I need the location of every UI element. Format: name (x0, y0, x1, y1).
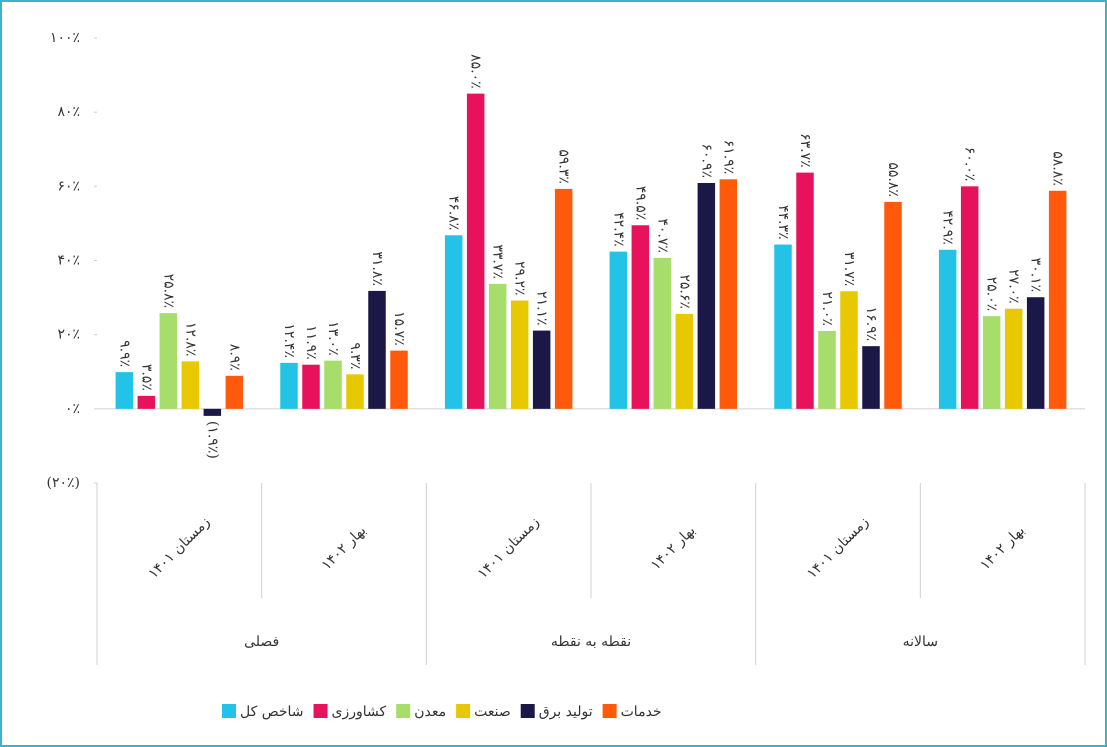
bar (554, 188, 573, 409)
bar (181, 361, 200, 409)
legend-swatch (396, 704, 411, 718)
legend-swatch (602, 704, 617, 718)
data-label: ۱۳.۰٪ (325, 321, 341, 356)
legend-swatch (520, 704, 535, 718)
data-label: ۱۲.۸٪ (182, 322, 198, 357)
data-label: ۴۶.۸٪ (446, 196, 462, 231)
y-tick-label: ۴۰٪ (57, 253, 80, 269)
data-label: ۶۰.۹٪ (698, 143, 714, 178)
data-label: ۴۴.۳٪ (775, 205, 791, 240)
bar (774, 244, 792, 409)
y-tick-label: (۲۰٪) (47, 475, 80, 491)
legend-label: معدن (414, 704, 446, 720)
bar (324, 360, 342, 409)
data-label: ۶۱.۹٪ (720, 140, 736, 175)
data-label: ۲۵.۶٪ (676, 274, 692, 309)
data-label: ۶۳.۷٪ (797, 133, 813, 168)
bar (346, 374, 364, 409)
data-label: (۱.۹٪) (204, 421, 220, 459)
bar (862, 346, 880, 409)
group-label: سالانه (903, 634, 938, 650)
data-label: ۲۵.۸٪ (160, 274, 176, 309)
bar (840, 291, 858, 409)
bar (532, 330, 551, 409)
bar (609, 251, 628, 409)
bar (631, 225, 650, 409)
legend-label: صنعت (474, 704, 511, 720)
bar (444, 235, 463, 409)
data-label: ۳۱.۷٪ (841, 252, 857, 287)
bar (719, 179, 738, 409)
bar (488, 283, 507, 409)
legend-swatch (456, 704, 471, 718)
data-label: ۱۵.۷٪ (391, 311, 407, 346)
legend-label: شاخص کل (240, 704, 304, 720)
data-label: ۱۱.۹٪ (303, 325, 319, 360)
data-label: ۲۹.۲٪ (512, 261, 528, 296)
data-label: ۲۵.۰٪ (984, 277, 1000, 312)
bar (982, 316, 1001, 409)
y-tick-label: ۰٪ (65, 401, 80, 417)
bar (137, 395, 156, 409)
data-label: ۴۲.۹٪ (940, 210, 956, 245)
bar (796, 172, 814, 409)
data-label: ۲۱.۱٪ (534, 291, 550, 326)
bar (302, 364, 320, 409)
legend-label: کشاورزی (332, 704, 387, 720)
bar (159, 313, 178, 409)
data-label: ۳۳.۷٪ (490, 244, 506, 279)
bar (1048, 190, 1067, 409)
data-label: ۵۹.۳٪ (556, 149, 572, 184)
legend-label: تولید برق (539, 704, 593, 720)
bar (203, 408, 222, 416)
data-label: ۲۷.۰٪ (1006, 269, 1022, 304)
data-label: ۹.۹٪ (116, 340, 132, 367)
data-label: ۸۵.۰٪ (468, 54, 484, 89)
bar (115, 372, 134, 409)
bar (280, 362, 298, 409)
bar (368, 290, 386, 409)
data-label: ۹.۳٪ (347, 342, 363, 369)
y-tick-label: ۶۰٪ (57, 178, 80, 194)
legend-swatch (313, 704, 328, 718)
bar (653, 257, 672, 409)
group-label: نقطه به نقطه (551, 634, 631, 650)
data-label: ۸.۹٪ (226, 344, 242, 371)
group-label: فصلی (244, 634, 279, 650)
bar (225, 375, 244, 409)
data-label: ۱۲.۴٪ (281, 323, 297, 358)
data-label: ۵۸.۸٪ (1050, 151, 1066, 186)
bar (390, 350, 408, 409)
bar (697, 182, 716, 409)
data-label: ۱۶.۹٪ (863, 307, 879, 342)
data-label: ۳.۵٪ (138, 364, 154, 391)
bar (1004, 308, 1023, 409)
y-tick-label: ۸۰٪ (57, 104, 80, 120)
data-label: ۴۲.۴٪ (610, 212, 626, 247)
bar (510, 300, 529, 409)
y-tick-label: ۲۰٪ (57, 327, 80, 343)
bar (960, 186, 979, 409)
bar (938, 249, 957, 409)
data-label: ۴۹.۵٪ (632, 186, 648, 221)
y-tick-label: ۱۰۰٪ (50, 30, 80, 46)
legend-label: خدمات (621, 704, 662, 720)
data-label: ۵۵.۸٪ (885, 162, 901, 197)
bar (466, 93, 485, 409)
bar (818, 330, 836, 409)
bar (884, 201, 902, 409)
data-label: ۳۱.۸٪ (369, 251, 385, 286)
data-label: ۲۱.۰٪ (819, 291, 835, 326)
bar (675, 313, 694, 409)
legend-swatch (222, 704, 236, 718)
data-label: ۴۰.۷٪ (654, 218, 670, 253)
data-label: ۳۰.۱٪ (1028, 258, 1044, 293)
data-label: ۶۰.۰٪ (962, 147, 978, 182)
bar (1026, 297, 1045, 409)
